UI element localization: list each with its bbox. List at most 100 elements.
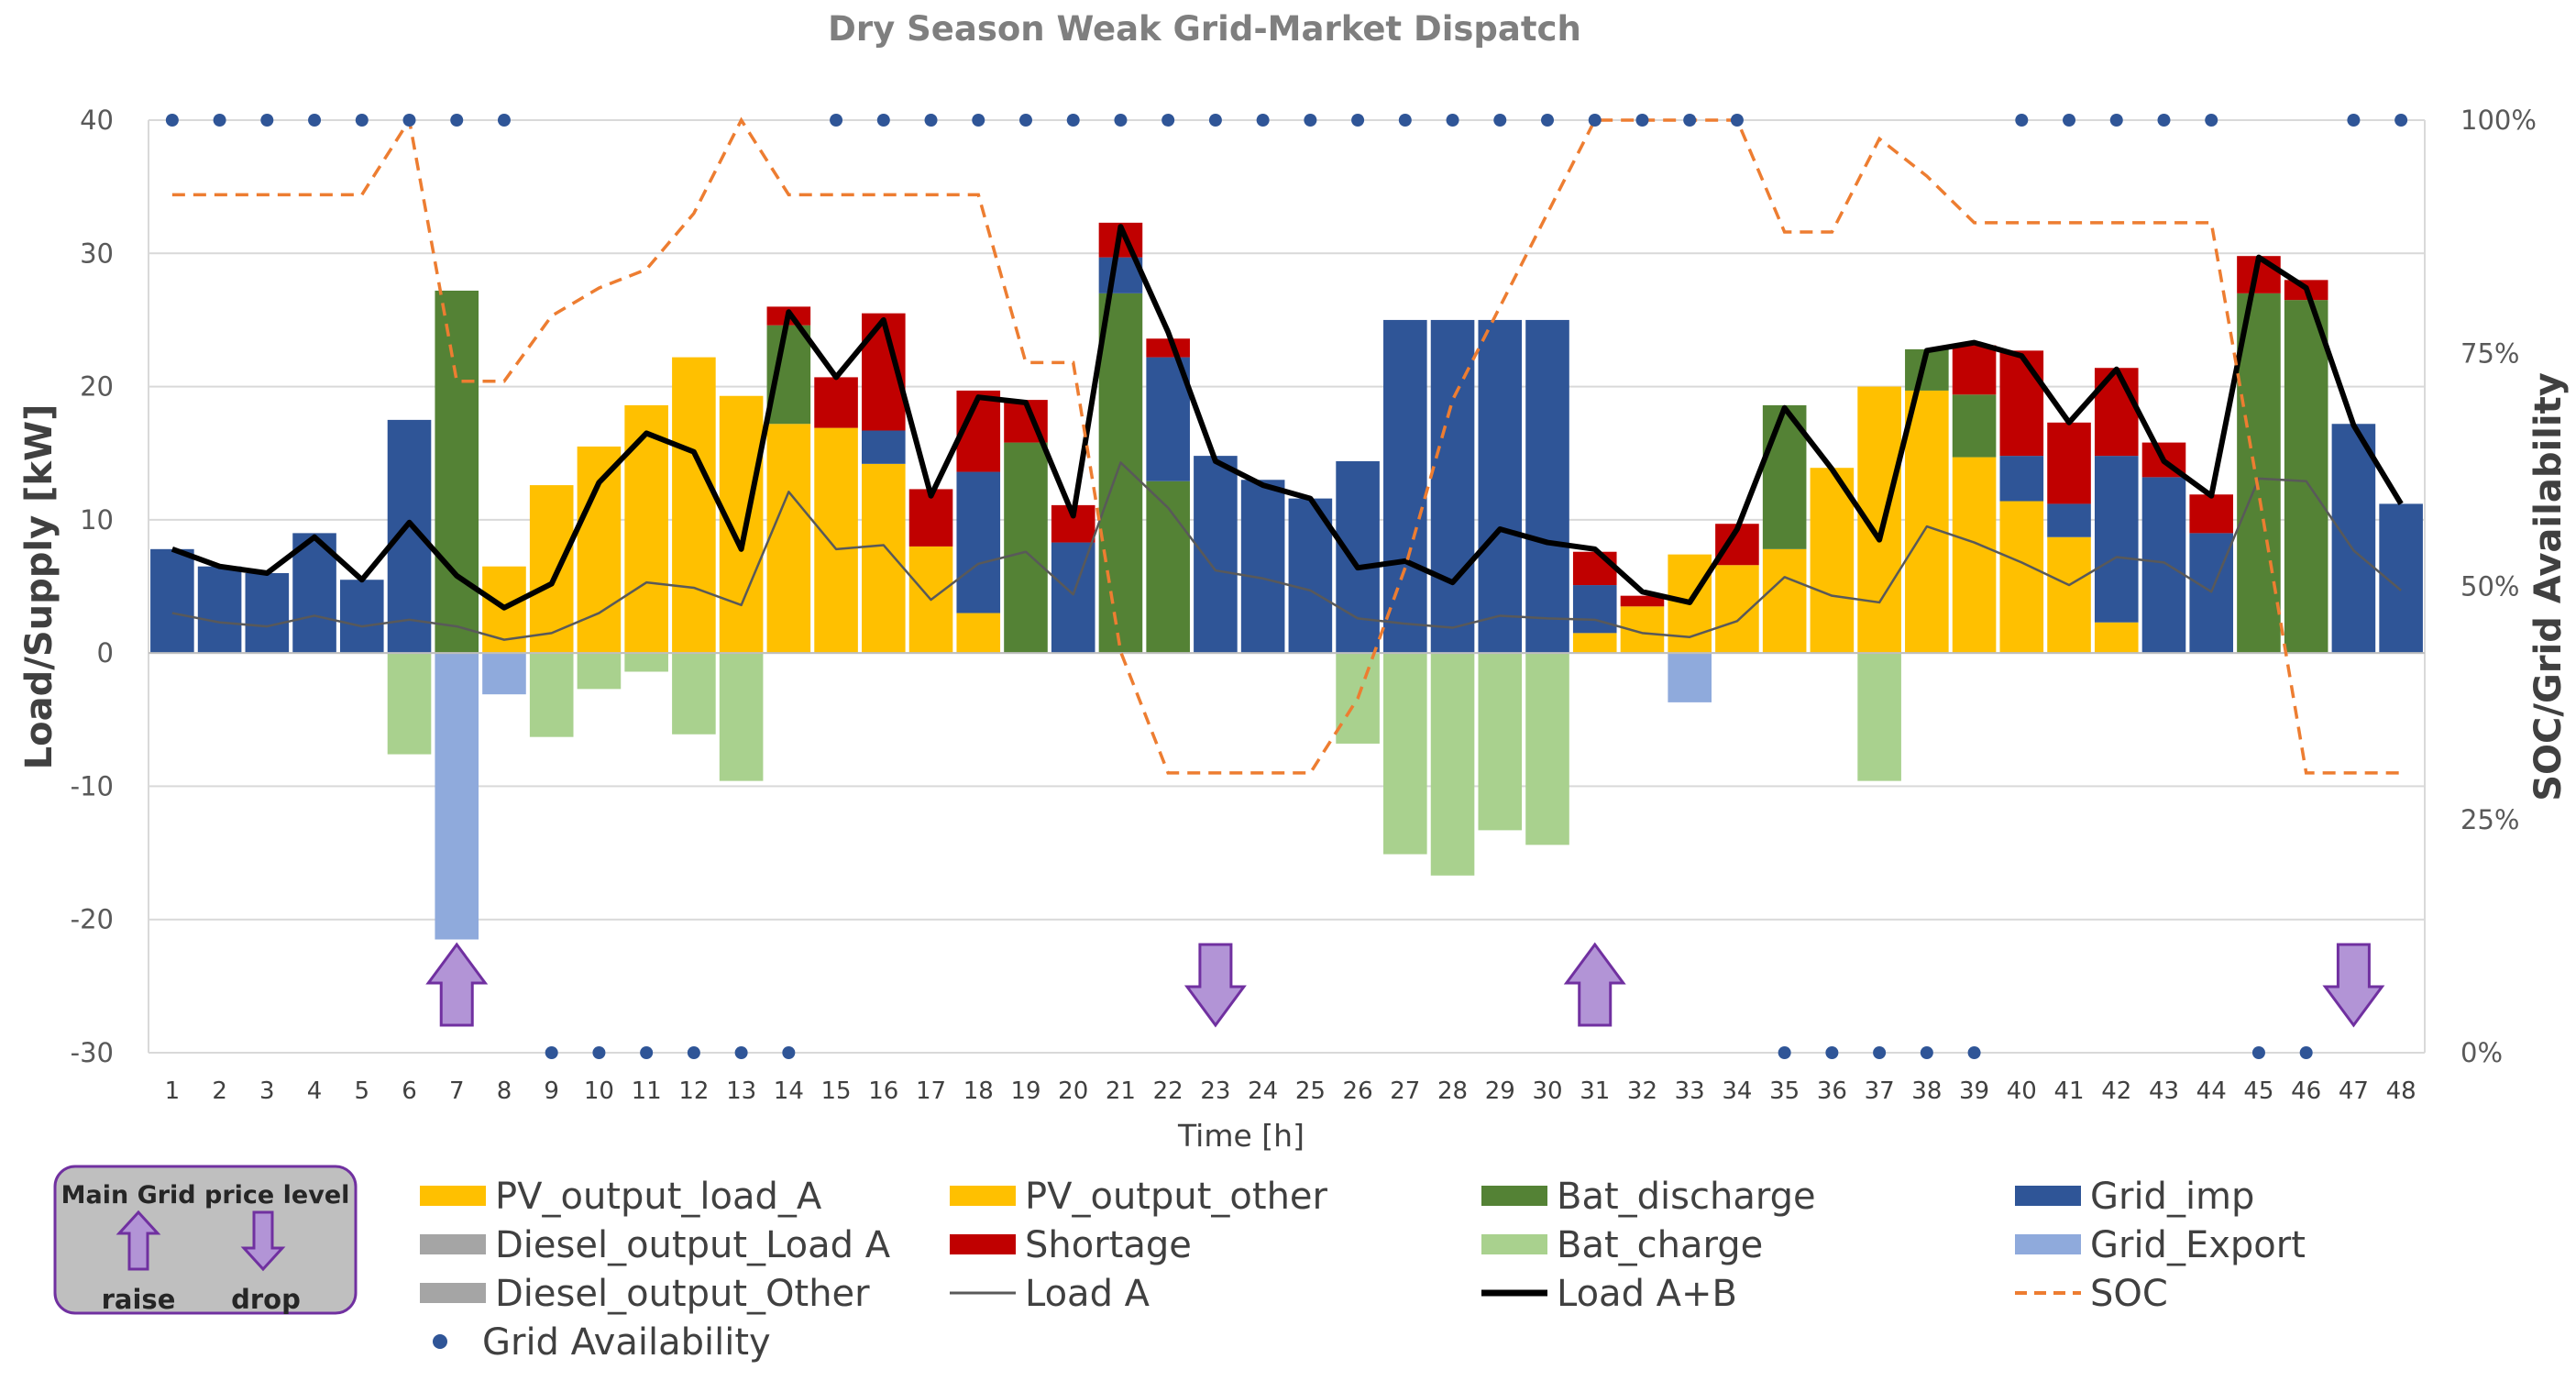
x-tick-label: 12 — [678, 1077, 709, 1105]
x-tick-label: 5 — [355, 1077, 370, 1105]
grid-availability-dot — [876, 114, 890, 127]
bar-bat-discharge — [2237, 293, 2281, 654]
bar-grid-imp — [956, 471, 1001, 613]
x-axis-label: Time [h] — [1177, 1118, 1305, 1154]
x-tick-label: 8 — [497, 1077, 512, 1105]
x-tick-label: 9 — [544, 1077, 559, 1105]
legend-label-diesel-output-load-a: Diesel_output_Load A — [495, 1224, 891, 1266]
legend-label-load-a-b: Load A+B — [1557, 1273, 1737, 1315]
x-tick-label: 48 — [2386, 1077, 2416, 1105]
x-tick-label: 44 — [2196, 1077, 2227, 1105]
x-tick-label: 4 — [307, 1077, 323, 1105]
grid-availability-dot — [545, 1046, 558, 1059]
bar-grid-imp — [1525, 319, 1569, 654]
bar-bat-charge — [577, 653, 622, 690]
legend-swatch-grid-export — [2015, 1234, 2081, 1254]
grid-availability-dot — [450, 114, 464, 127]
x-tick-label: 32 — [1627, 1077, 1657, 1105]
bar-pv-output-other — [1905, 390, 1949, 654]
legend-swatch-bat-charge — [1481, 1234, 1547, 1254]
price-drop-arrow-icon — [1183, 943, 1247, 1028]
grid-availability-dot — [1920, 1046, 1933, 1059]
bar-grid-imp — [2047, 503, 2091, 537]
price-level-box: Main Grid price level raise drop — [53, 1165, 358, 1315]
legend-swatch-diesel-output-other — [420, 1283, 486, 1303]
bar-bat-discharge — [1004, 442, 1048, 654]
legend-label-shortage: Shortage — [1025, 1224, 1192, 1266]
bar-shortage — [1146, 338, 1190, 358]
grid-availability-dot — [1493, 114, 1507, 127]
y-tick-label: -10 — [71, 770, 114, 801]
bar-bat-charge — [719, 653, 764, 781]
legend-swatch-grid-availability — [433, 1334, 447, 1349]
bar-grid-imp — [862, 430, 906, 464]
grid-availability-dot — [1398, 114, 1412, 127]
bar-shortage — [1620, 595, 1665, 607]
x-tick-label: 25 — [1295, 1077, 1326, 1105]
x-tick-label: 22 — [1153, 1077, 1183, 1105]
bar-pv-output-other — [719, 395, 764, 654]
grid-availability-dot — [1114, 114, 1128, 127]
price-arrows — [425, 942, 2385, 1028]
x-tick-label: 26 — [1343, 1077, 1373, 1105]
y-tick-label: 20 — [80, 371, 114, 403]
y-tick-label: 30 — [80, 238, 114, 269]
price-box-drop-label: drop — [231, 1284, 301, 1315]
bar-grid-imp — [1194, 456, 1238, 654]
bar-pv-output-other — [1952, 457, 1997, 654]
y-tick-label: -20 — [71, 904, 114, 935]
x-tick-label: 15 — [821, 1077, 852, 1105]
grid-availability-dot — [1018, 114, 1032, 127]
grid-availability-dot — [1304, 114, 1317, 127]
legend-swatch-pv-output-load-a — [420, 1186, 486, 1206]
bar-bat-charge — [387, 653, 432, 755]
bar-bat-discharge — [1952, 394, 1997, 458]
line-soc — [171, 116, 2402, 775]
bar-pv-output-other — [1715, 565, 1759, 654]
bar-grid-imp — [1999, 456, 2044, 502]
x-tick-label: 19 — [1010, 1077, 1040, 1105]
x-tick-label: 36 — [1817, 1077, 1847, 1105]
grid-availability-dot — [2299, 1046, 2313, 1059]
y-right-tick-label: 100% — [2460, 105, 2537, 136]
x-tick-label: 38 — [1911, 1077, 1942, 1105]
price-raise-arrow-icon — [1563, 942, 1626, 1027]
x-tick-label: 41 — [2053, 1077, 2084, 1105]
bar-grid-imp — [2331, 424, 2376, 654]
bar-grid-imp — [197, 566, 242, 654]
bar-bat-discharge — [2284, 300, 2328, 654]
bar-shortage — [2047, 422, 2091, 504]
bar-bat-charge — [672, 653, 716, 735]
bar-grid-export — [482, 653, 526, 695]
x-tick-label: 35 — [1769, 1077, 1800, 1105]
grid-availability-dot — [592, 1046, 606, 1059]
x-tick-label: 1 — [165, 1077, 181, 1105]
bar-bat-charge — [529, 653, 574, 737]
bar-grid-imp — [2141, 477, 2186, 654]
bar-grid-imp — [1478, 319, 1523, 654]
bar-shortage — [814, 377, 858, 428]
grid-availability-dot — [497, 114, 511, 127]
legend-label-pv-output-other: PV_output_other — [1025, 1176, 1328, 1218]
x-tick-label: 16 — [868, 1077, 898, 1105]
grid-availability-dot — [2347, 114, 2361, 127]
bar-pv-output-other — [1762, 548, 1807, 654]
x-tick-label: 45 — [2243, 1077, 2273, 1105]
bar-grid-imp — [1240, 480, 1285, 654]
x-tick-label: 18 — [963, 1077, 994, 1105]
grid-availability-dot — [1161, 114, 1175, 127]
raise-arrow-icon — [116, 1210, 161, 1271]
bar-grid-imp — [1051, 542, 1095, 654]
line-load-a-b — [171, 224, 2404, 611]
bar-grid-export — [1668, 653, 1712, 702]
bar-pv-output-other — [672, 357, 716, 654]
bar-pv-output-other — [956, 613, 1001, 654]
price-drop-arrow-icon — [2322, 943, 2385, 1028]
bar-grid-imp — [1572, 585, 1617, 634]
x-tick-label: 7 — [449, 1077, 465, 1105]
grid-availability-dot — [1967, 1046, 1981, 1059]
grid-availability-dot — [2157, 114, 2171, 127]
x-tick-label: 2 — [212, 1077, 227, 1105]
grid-availability-dot — [972, 114, 985, 127]
x-tick-label: 14 — [774, 1077, 804, 1105]
